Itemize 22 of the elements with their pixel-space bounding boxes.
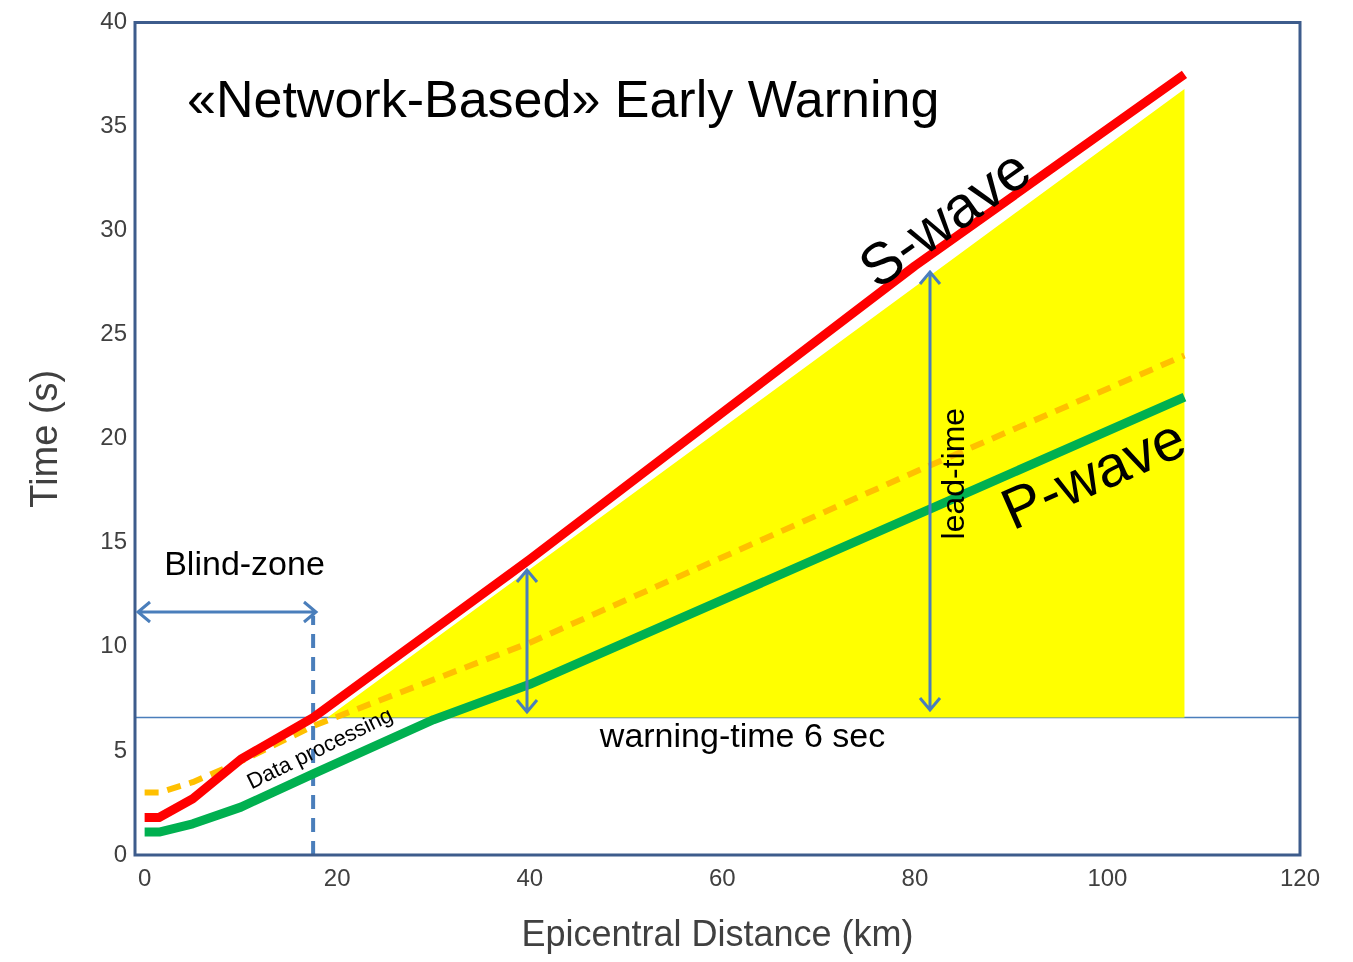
annotation: lead-time <box>934 407 971 540</box>
ref-line-label: warning-time 6 sec <box>598 716 886 754</box>
x-axis-title: Epicentral Distance (km) <box>521 913 914 955</box>
annotation: Blind-zone <box>164 543 325 582</box>
y-tick-label: 20 <box>100 423 127 451</box>
x-tick-label: 60 <box>708 864 736 892</box>
x-tick-label: 0 <box>137 864 152 892</box>
x-tick-label: 20 <box>323 864 351 892</box>
y-tick-label: 5 <box>113 735 127 763</box>
text: «Network-Based» Early Warning <box>187 69 940 128</box>
y-tick-label: 40 <box>100 7 127 35</box>
y-tick-label: 30 <box>100 215 127 243</box>
y-tick-label: 25 <box>100 319 127 347</box>
x-tick-label: 100 <box>1087 864 1128 892</box>
y-tick-label: 10 <box>100 631 127 659</box>
y-tick-label: 35 <box>100 111 127 139</box>
y-tick-label: 15 <box>100 527 127 555</box>
y-axis-title: Time (s) <box>23 369 66 508</box>
x-tick-label: 120 <box>1279 864 1321 892</box>
x-tick-label: 80 <box>901 864 929 892</box>
x-tick-label: 40 <box>516 864 544 892</box>
y-tick-label: 0 <box>113 839 127 867</box>
